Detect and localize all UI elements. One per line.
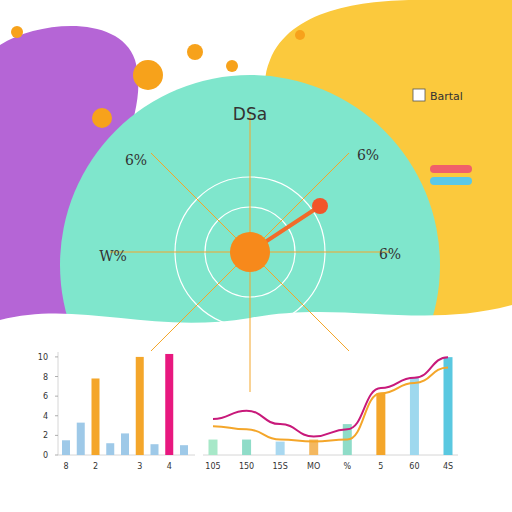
gauge-ray	[250, 112, 251, 252]
line	[213, 367, 448, 441]
x-tick-label: 4S	[443, 462, 453, 471]
left-chart: 0 2 4 6 8 10 8 2 3 4	[38, 352, 195, 471]
bar	[276, 442, 285, 455]
bar	[136, 357, 144, 455]
bar	[180, 445, 188, 455]
y-axis	[58, 352, 59, 455]
dot	[11, 26, 23, 38]
gauge-ray	[250, 252, 251, 392]
x-tick-label: 150	[239, 462, 254, 471]
gauge-ray	[250, 153, 349, 252]
y-tick-label: 6	[43, 392, 48, 401]
gauge-ray	[151, 252, 250, 351]
gauge-ray	[151, 153, 250, 252]
x-tick-label: 5	[378, 462, 383, 471]
dot	[187, 44, 203, 60]
gauge-hub	[230, 232, 270, 272]
bar	[376, 393, 385, 455]
bar	[92, 378, 100, 455]
y-tick	[55, 455, 58, 456]
bars	[62, 354, 188, 455]
marks	[209, 357, 453, 455]
x-tick-label: 105	[205, 462, 220, 471]
key-swatch	[430, 165, 472, 173]
line	[213, 357, 448, 436]
y-tick	[55, 356, 58, 357]
x-tick-label: MO	[307, 462, 320, 471]
dot	[133, 60, 163, 90]
right-chart: 105 150 15S MO% 5 60 4S	[203, 357, 458, 471]
bar	[165, 354, 173, 455]
y-tick-label: 10	[38, 353, 48, 362]
gauge-ray	[250, 252, 390, 253]
y-tick-label: 0	[43, 451, 48, 460]
bar	[62, 440, 70, 455]
needle-tip	[312, 198, 328, 214]
gauge-ray	[110, 252, 250, 253]
bar	[106, 443, 114, 455]
x-tick-label: 2	[93, 462, 98, 471]
dot	[226, 60, 238, 72]
x-tick-label: 15S	[273, 462, 288, 471]
bar	[209, 440, 218, 455]
bar	[121, 433, 129, 455]
gauge-label: 6%	[379, 246, 401, 262]
y-tick-label: 8	[43, 373, 48, 382]
x-tick-label: 3	[137, 462, 142, 471]
y-tick-label: 4	[43, 412, 48, 421]
bar	[77, 423, 85, 455]
x-tick-label: 60	[409, 462, 419, 471]
gauge-title: DSa	[233, 104, 267, 124]
key-title: Bartal	[430, 90, 463, 103]
gauge-ray	[250, 252, 349, 351]
gauge-label: 6%	[125, 152, 147, 168]
y-tick	[55, 376, 58, 377]
white-wave	[0, 305, 512, 512]
gauge	[110, 112, 390, 392]
y-tick-label: 2	[43, 431, 48, 440]
bar	[151, 444, 159, 455]
x-axis	[203, 455, 458, 456]
y-tick	[55, 415, 58, 416]
dot	[92, 108, 112, 128]
key-swatch	[430, 177, 472, 185]
x-tick-label: %	[343, 462, 351, 471]
y-tick	[55, 435, 58, 436]
decoration	[0, 0, 512, 512]
bar	[444, 357, 453, 455]
key-icon	[413, 89, 425, 101]
gauge-label: W%	[99, 248, 127, 264]
x-tick-label: 4	[167, 462, 172, 471]
x-tick-label: 8	[63, 462, 68, 471]
bar	[242, 440, 251, 455]
gauge-label: 6%	[357, 147, 379, 163]
canvas: DSa 6% 6% W% 6% Bartal 0 2 4 6 8 10 8 2 3 4 105 150 15S MO%…	[0, 0, 512, 512]
bar	[410, 378, 419, 455]
y-tick	[55, 396, 58, 397]
dot	[295, 30, 305, 40]
